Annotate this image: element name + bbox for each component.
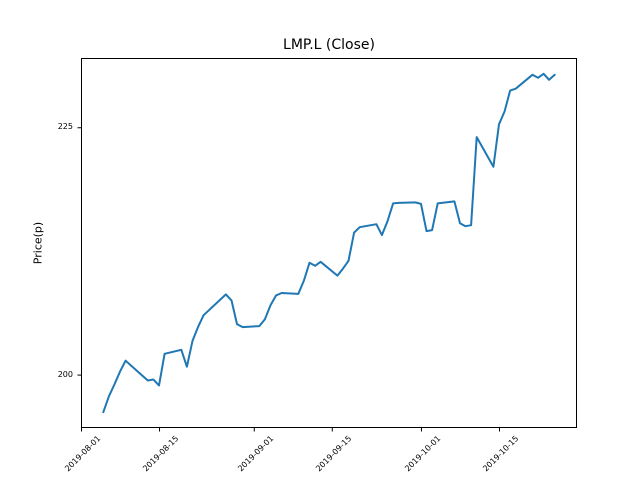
price-line-series bbox=[102, 72, 556, 414]
chart-title: LMP.L (Close) bbox=[283, 37, 375, 53]
y-tick-label: 225 bbox=[57, 122, 73, 132]
y-tick-label: 200 bbox=[57, 369, 73, 379]
tick-marks bbox=[77, 127, 500, 432]
axes-border bbox=[81, 58, 577, 428]
